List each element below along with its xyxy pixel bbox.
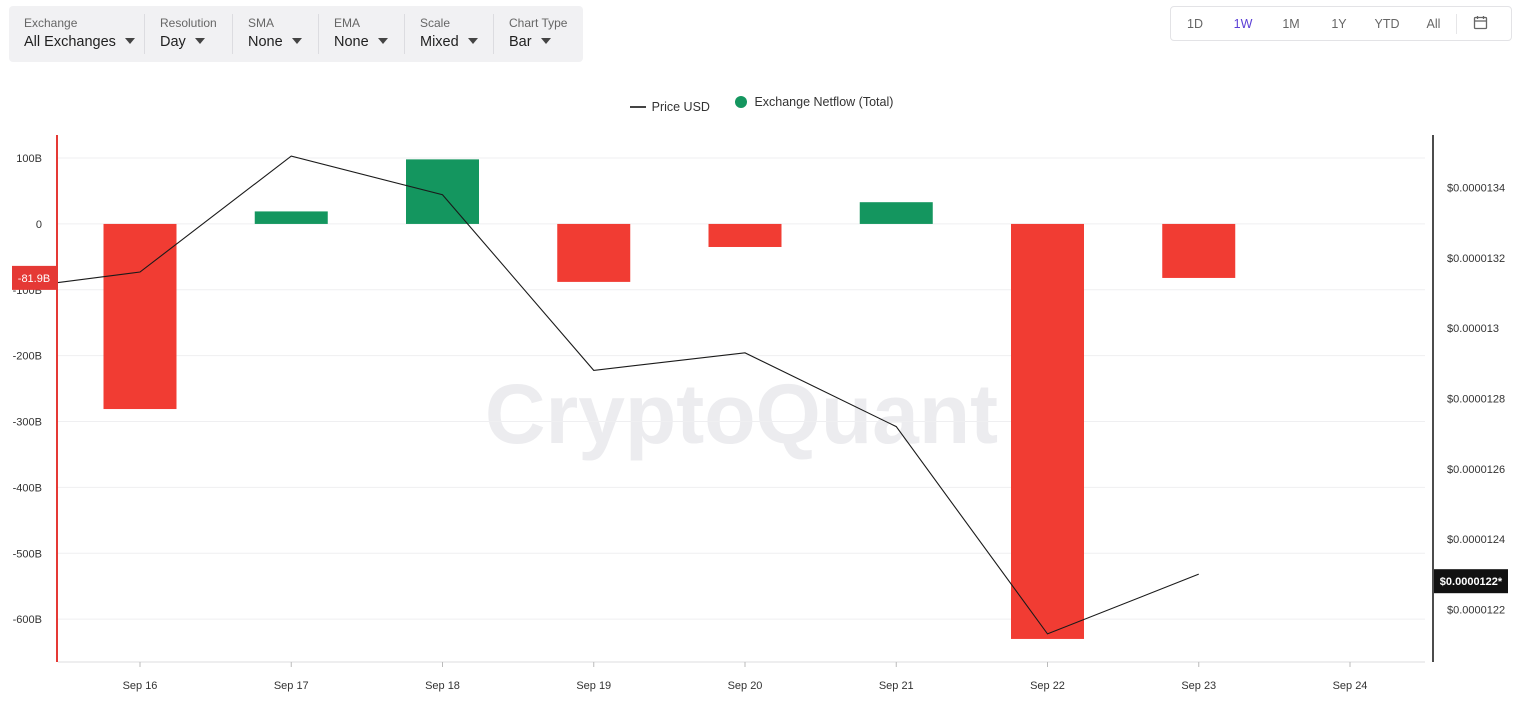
filter-value: All Exchanges [24,34,135,50]
filter-divider [493,14,494,54]
filter-value: None [334,34,388,50]
filter-sma[interactable]: SMA None [233,6,319,62]
legend-price-label: Price USD [651,100,710,114]
netflow-bar[interactable] [103,223,177,410]
legend-price[interactable]: Price USD [629,100,710,114]
range-1d[interactable]: 1D [1187,16,1203,31]
filter-value-text: Bar [509,34,532,50]
range-ytd[interactable]: YTD [1374,16,1400,31]
y-right-tick-label: $0.0000124 [1447,534,1505,546]
range-all[interactable]: All [1426,16,1441,31]
filter-label: Scale [420,16,451,30]
netflow-bar[interactable] [1162,223,1236,278]
range-1y[interactable]: 1Y [1331,16,1347,31]
netflow-bar[interactable] [406,159,479,224]
filter-resolution[interactable]: Resolution Day [145,6,233,62]
filter-ema[interactable]: EMA None [319,6,405,62]
range-selector: 1D 1W 1M 1Y YTD All [1170,6,1512,41]
netflow-bar[interactable] [708,223,782,247]
filter-value-text: None [248,34,283,50]
filter-chart-type[interactable]: Chart Type Bar [494,6,583,62]
legend-dot-swatch [735,96,748,108]
filter-label: Chart Type [509,16,568,30]
caret-down-icon [467,38,478,44]
x-tick-label: Sep 22 [1030,680,1065,692]
caret-down-icon [377,38,388,44]
price-line[interactable] [57,155,1199,635]
filter-value: Mixed [420,34,478,50]
range-1m[interactable]: 1M [1282,16,1300,31]
x-tick-label: Sep 24 [1333,680,1368,692]
filter-divider [144,14,145,54]
filter-value: None [248,34,302,50]
range-1w[interactable]: 1W [1233,16,1253,31]
watermark-text: CryptoQuant [485,367,998,461]
netflow-bar[interactable] [254,211,328,224]
calendar-icon[interactable] [1457,15,1503,33]
current-netflow-label: -81.9B [18,273,50,285]
x-tick-label: Sep 20 [728,680,763,692]
filter-value-text: Mixed [420,34,459,50]
filter-divider [404,14,405,54]
filter-bar: Exchange All Exchanges Resolution Day SMA Non… [9,6,583,62]
current-price-marker [1434,569,1508,594]
y-left-tick-label: -500B [13,548,42,560]
x-tick-label: Sep 19 [576,680,611,692]
filter-label: Exchange [24,16,78,30]
netflow-bar[interactable] [557,223,631,282]
x-tick-label: Sep 18 [425,680,460,692]
filter-value-text: All Exchanges [24,34,116,50]
range-divider [1456,13,1457,34]
current-netflow-marker [12,265,57,290]
netflow-bar[interactable] [859,202,933,224]
legend-line-swatch [629,106,646,108]
legend-netflow[interactable]: Exchange Netflow (Total) [735,95,893,109]
y-right-tick-label: $0.0000134 [1447,183,1505,195]
x-tick-label: Sep 21 [879,680,914,692]
y-left-tick-label: -600B [13,614,42,626]
legend-netflow-label: Exchange Netflow (Total) [754,95,894,109]
y-left-tick-label: 0 [36,219,42,231]
netflow-bar[interactable] [1011,223,1084,639]
caret-down-icon [540,38,551,44]
filter-scale[interactable]: Scale Mixed [405,6,494,62]
filter-value-text: Day [160,34,186,50]
caret-down-icon [291,38,302,44]
caret-down-icon [194,38,205,44]
filter-value: Bar [509,34,551,50]
y-left-tick-label: -200B [13,351,42,363]
filter-label: SMA [248,16,275,30]
y-right-tick-label: $0.0000132 [1447,253,1505,265]
chart-legend: Price USD Exchange Netflow (Total) [0,95,1523,114]
y-left-tick-label: -400B [13,482,42,494]
y-left-tick-label: 100B [16,153,42,165]
x-tick-label: Sep 23 [1181,680,1216,692]
x-tick-label: Sep 17 [274,680,309,692]
filter-value: Day [160,34,205,50]
y-left-tick-label: -300B [13,417,42,429]
current-price-label: $0.0000122* [1440,576,1503,588]
y-right-tick-label: $0.0000128 [1447,394,1505,406]
filter-label: Resolution [160,16,217,30]
filter-value-text: None [334,34,369,50]
filter-exchange[interactable]: Exchange All Exchanges [9,6,145,62]
caret-down-icon [124,38,135,44]
x-tick-label: Sep 16 [123,680,158,692]
y-right-tick-label: $0.0000126 [1447,464,1505,476]
filter-divider [318,14,319,54]
filter-divider [232,14,233,54]
y-right-tick-label: $0.000013 [1447,323,1499,335]
y-right-tick-label: $0.0000122 [1447,604,1505,616]
filter-label: EMA [334,16,361,30]
